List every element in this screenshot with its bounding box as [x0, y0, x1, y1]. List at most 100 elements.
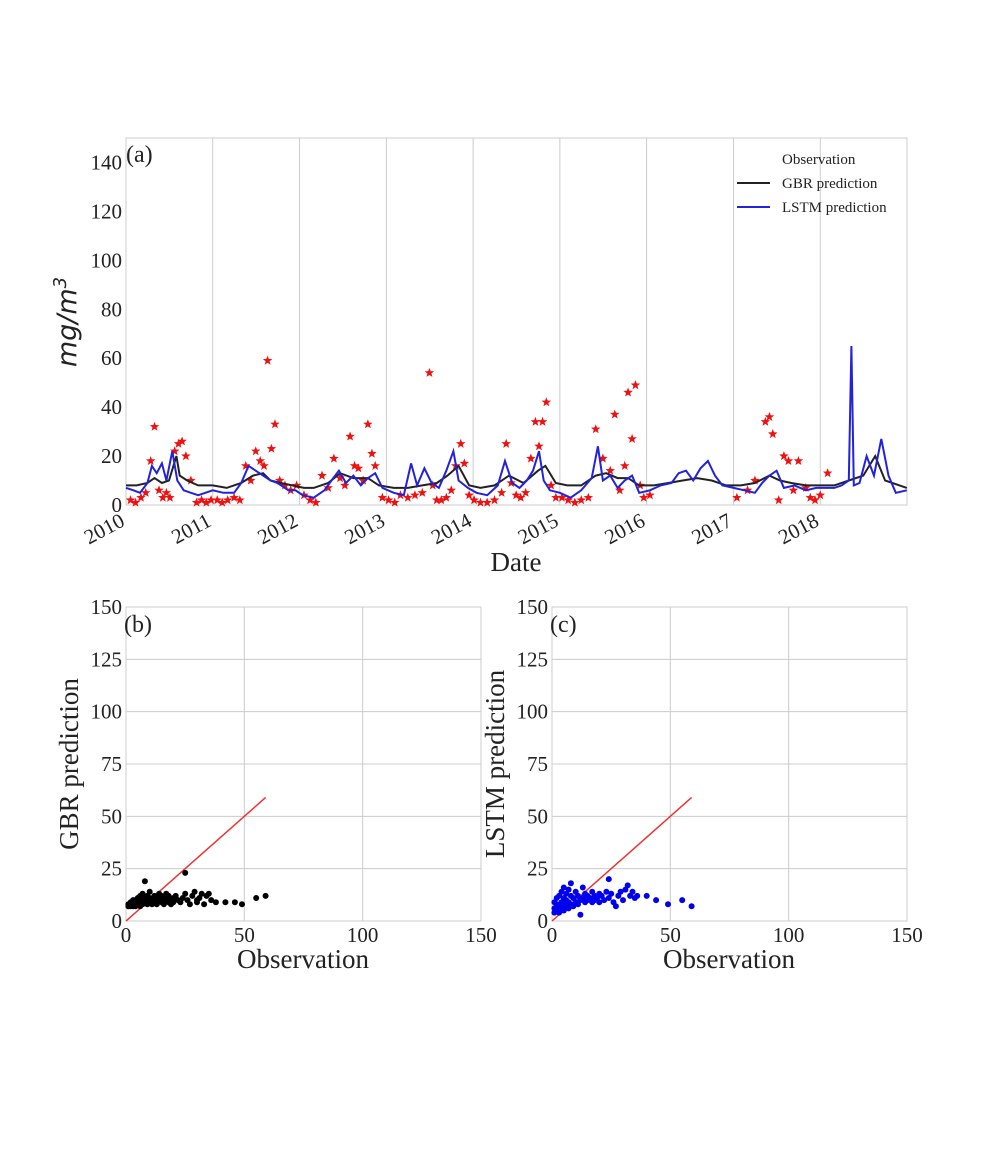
y-tick-40: 40	[101, 395, 122, 419]
panel-a-ylabel-base: mg/m	[52, 288, 83, 367]
legend-gbr-label: GBR prediction	[782, 176, 878, 192]
panel-a-label: (a)	[126, 142, 153, 168]
y-tick-75: 75	[527, 752, 548, 776]
observation-point-15	[191, 497, 202, 507]
y-tick-75: 75	[101, 752, 122, 776]
legend-lstm-label: LSTM prediction	[782, 200, 887, 216]
y-tick-100: 100	[91, 248, 123, 272]
observation-point-77	[520, 487, 531, 497]
scatter-point-31	[577, 911, 584, 918]
x-tick-2016: 2016	[601, 508, 649, 549]
observation-point-28	[259, 460, 269, 470]
observation-point-57	[417, 487, 427, 497]
x-tick-2012: 2012	[253, 508, 301, 549]
observation-point-101	[645, 490, 655, 500]
scatter-point-59	[624, 882, 631, 889]
panel-c-x-tick-labels: 0 50 100 150	[547, 923, 923, 947]
x-tick-2015: 2015	[514, 508, 562, 549]
observation-point-31	[270, 419, 280, 429]
observation-point-1	[130, 497, 141, 507]
observation-point-40	[323, 482, 333, 492]
observation-point-85	[557, 492, 567, 502]
observation-point-107	[768, 429, 778, 439]
observation-point-93	[610, 409, 620, 419]
y-tick-50: 50	[527, 804, 548, 828]
observation-point-41	[329, 453, 339, 463]
observation-point-24	[241, 460, 251, 470]
scatter-point-67	[679, 897, 686, 904]
scatter-point-21	[565, 886, 572, 893]
panel-b-ylabel: GBR prediction	[54, 678, 84, 850]
panel-c-lstm-scatter: 0 25 50 75 100 125 150 0 50 100 150 (c) Observati…	[480, 595, 923, 974]
observation-point-66	[459, 458, 470, 468]
y-tick-25: 25	[527, 857, 548, 881]
observation-point-48	[363, 419, 373, 429]
scatter-point-61	[629, 888, 636, 895]
observation-point-7	[158, 492, 168, 502]
observation-point-38	[311, 497, 321, 507]
observation-point-55	[403, 492, 413, 502]
observation-point-84	[551, 492, 561, 502]
observation-point-68	[469, 495, 479, 505]
panel-c-label: (c)	[550, 612, 577, 638]
y-tick-60: 60	[101, 346, 122, 370]
scatter-point-71	[222, 899, 229, 906]
observation-point-56	[410, 490, 420, 500]
observation-point-10	[170, 446, 180, 456]
observation-point-63	[446, 485, 456, 495]
observation-point-53	[390, 497, 400, 507]
scatter-point-72	[231, 899, 238, 906]
x-tick-2018: 2018	[774, 508, 822, 549]
x-tick-100: 100	[773, 923, 805, 947]
observation-point-104	[750, 475, 760, 485]
panel-a-ylabel-sup: 3	[50, 277, 71, 288]
observation-point-87	[570, 497, 580, 507]
observation-point-60	[432, 495, 442, 505]
panel-a-y-tick-labels: 0 20 40 60 80 100 120 140	[91, 150, 123, 517]
observation-point-90	[591, 424, 601, 434]
observation-point-103	[742, 485, 753, 495]
panel-c-ylabel: LSTM prediction	[480, 669, 510, 858]
observation-point-110	[783, 456, 794, 465]
scatter-point-45	[596, 899, 603, 906]
observation-point-106	[764, 411, 775, 421]
observation-point-105	[760, 416, 771, 426]
observation-point-79	[530, 416, 541, 426]
panel-c-points	[551, 876, 695, 918]
observation-point-91	[598, 453, 608, 463]
observation-point-2	[136, 492, 146, 502]
scatter-point-48	[601, 897, 608, 904]
panel-b-x-tick-labels: 0 50 100 150	[121, 923, 497, 947]
observation-point-32	[275, 475, 285, 485]
y-tick-125: 125	[517, 647, 549, 671]
observation-point-23	[235, 495, 245, 505]
observation-point-114	[805, 492, 816, 502]
y-tick-0: 0	[112, 909, 123, 933]
panel-c-xlabel: Observation	[663, 944, 795, 974]
observation-point-49	[367, 448, 377, 458]
observation-point-9	[165, 492, 175, 502]
scatter-point-61	[191, 888, 198, 895]
observation-point-92	[605, 465, 615, 475]
observation-point-72	[496, 487, 507, 497]
y-tick-100: 100	[517, 700, 549, 724]
observation-point-81	[537, 416, 548, 426]
observation-point-115	[810, 495, 820, 505]
observation-point-58	[424, 367, 435, 377]
scatter-point-34	[579, 884, 586, 891]
observation-markers	[125, 355, 833, 507]
observation-point-73	[501, 438, 511, 448]
observation-point-47	[358, 475, 368, 485]
observation-point-83	[546, 480, 556, 490]
gbr-prediction-line	[126, 453, 908, 489]
scatter-point-63	[634, 892, 641, 899]
observation-point-116	[815, 490, 825, 500]
legend: Observation GBR prediction LSTM predicti…	[737, 152, 887, 216]
observation-point-19	[212, 495, 222, 505]
observation-point-52	[383, 495, 394, 505]
y-tick-150: 150	[517, 595, 549, 619]
observation-point-42	[335, 473, 345, 483]
panel-b-points	[125, 869, 269, 910]
panel-c-y-tick-labels: 0 25 50 75 100 125 150	[517, 595, 549, 933]
observation-point-8	[161, 487, 172, 497]
